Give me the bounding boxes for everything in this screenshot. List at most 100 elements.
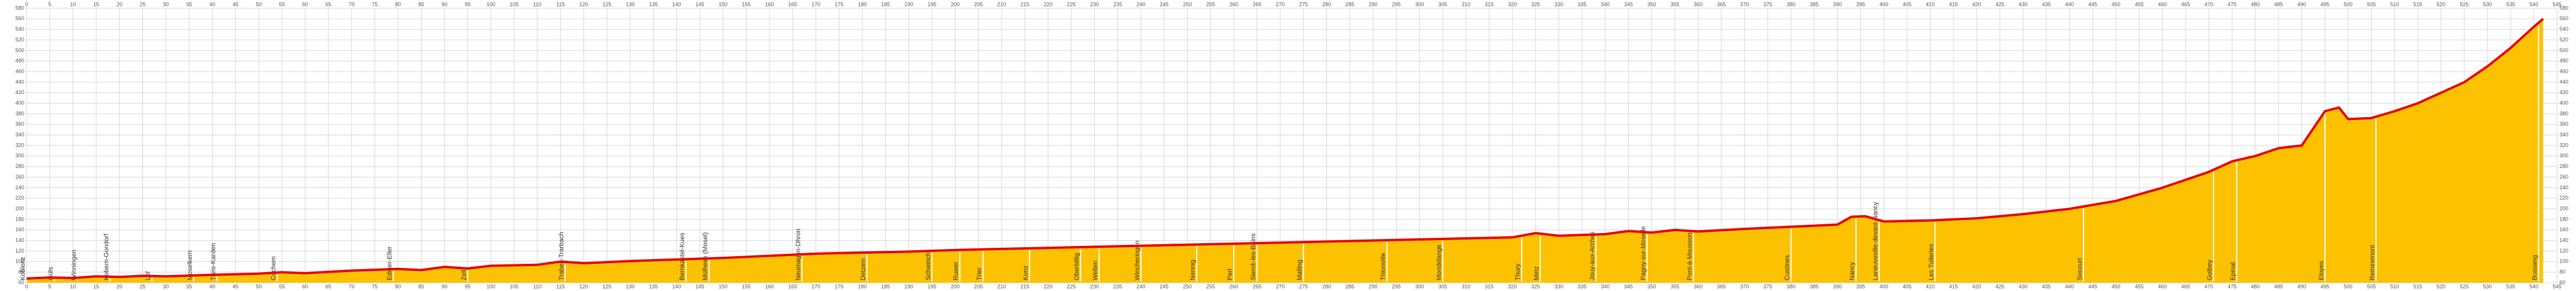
- x-tick-label: 460: [2158, 1, 2167, 7]
- y-tick-label-right: 480: [2559, 58, 2568, 64]
- y-tick-label: 340: [15, 132, 24, 138]
- x-tick-label-bottom: 320: [1508, 283, 1517, 289]
- x-tick-label-bottom: 355: [1671, 283, 1680, 289]
- x-tick-label-bottom: 470: [2205, 283, 2213, 289]
- y-tick-label-right: 500: [2559, 47, 2568, 53]
- x-tick-label: 510: [2390, 1, 2399, 7]
- x-tick-label: 115: [556, 1, 565, 7]
- x-tick-label: 165: [788, 1, 797, 7]
- place-label: Pont-à-Mousson: [1687, 232, 1694, 280]
- x-tick-label: 390: [1833, 1, 1842, 7]
- x-tick-label-bottom: 335: [1577, 283, 1586, 289]
- y-tick-label-right: 360: [2559, 121, 2568, 127]
- place-label: Perl: [1227, 269, 1234, 280]
- x-tick-label-bottom: 145: [696, 283, 705, 289]
- x-tick-label: 135: [649, 1, 658, 7]
- x-tick-label-bottom: 175: [834, 283, 843, 289]
- place-label: Konz: [1022, 266, 1029, 280]
- profile-line: [26, 18, 2544, 280]
- x-tick-label: 395: [1856, 1, 1865, 7]
- x-tick-label: 325: [1531, 1, 1540, 7]
- x-tick-label: 400: [1879, 1, 1888, 7]
- x-tick-label-bottom: 245: [1160, 283, 1169, 289]
- y-tick-label: 400: [15, 100, 24, 106]
- x-tick-label: 245: [1160, 1, 1169, 7]
- y-tick-label: 160: [15, 227, 24, 232]
- x-tick-label-bottom: 255: [1206, 283, 1215, 289]
- x-tick-label: 255: [1206, 1, 1215, 7]
- x-tick-label-bottom: 205: [974, 283, 983, 289]
- place-label: Treis-Karden: [210, 243, 217, 280]
- x-tick-label: 520: [2437, 1, 2445, 7]
- place-label: Oberbillig: [1074, 253, 1081, 280]
- y-tick-label-right: 140: [2559, 237, 2568, 243]
- x-tick-label-bottom: 155: [742, 283, 751, 289]
- x-tick-label-bottom: 350: [1647, 283, 1656, 289]
- x-tick-label-bottom: 225: [1067, 283, 1076, 289]
- x-tick-label-bottom: 60: [302, 283, 308, 289]
- y-tick-label: 380: [15, 111, 24, 117]
- x-tick-label: 415: [1949, 1, 1958, 7]
- x-tick-label: 370: [1740, 1, 1749, 7]
- x-tick-label: 470: [2205, 1, 2213, 7]
- x-tick-label-bottom: 520: [2437, 283, 2445, 289]
- x-tick-label: 130: [626, 1, 635, 7]
- x-tick-label: 210: [997, 1, 1006, 7]
- x-tick-label: 280: [1322, 1, 1331, 7]
- x-tick-label: 380: [1786, 1, 1795, 7]
- x-tick-label-bottom: 330: [1554, 283, 1563, 289]
- x-tick-label-bottom: 185: [881, 283, 890, 289]
- x-tick-label: 355: [1671, 1, 1680, 7]
- y-tick-label: 260: [15, 174, 24, 180]
- x-tick-label-bottom: 525: [2460, 283, 2469, 289]
- x-tick-label-bottom: 30: [163, 283, 169, 289]
- place-label: Wellen: [1092, 261, 1099, 280]
- y-tick-label-right: 440: [2559, 79, 2568, 85]
- x-tick-label: 420: [1972, 1, 1981, 7]
- x-tick-label-bottom: 5: [48, 283, 51, 289]
- x-tick-label: 480: [2251, 1, 2259, 7]
- y-tick-label-right: 460: [2559, 68, 2568, 74]
- y-tick-label-right: 380: [2559, 111, 2568, 117]
- x-tick-label: 70: [348, 1, 354, 7]
- x-tick-label-bottom: 160: [765, 283, 774, 289]
- x-tick-label: 35: [186, 1, 192, 7]
- x-tick-label-bottom: 485: [2274, 283, 2283, 289]
- x-tick-label-bottom: 280: [1322, 283, 1331, 289]
- y-tick-label: 520: [15, 37, 24, 43]
- y-tick-label: 180: [15, 216, 24, 222]
- x-tick-label-bottom: 235: [1113, 283, 1122, 289]
- x-tick-label-bottom: 210: [997, 283, 1006, 289]
- x-tick-label: 200: [951, 1, 960, 7]
- y-tick-label-right: 260: [2559, 174, 2568, 180]
- x-tick-label: 295: [1392, 1, 1401, 7]
- y-tick-label-right: 180: [2559, 216, 2568, 222]
- x-tick-label-bottom: 105: [510, 283, 519, 289]
- x-tick-label: 455: [2135, 1, 2144, 7]
- x-tick-label-bottom: 540: [2529, 283, 2538, 289]
- x-tick-label: 340: [1601, 1, 1610, 7]
- x-tick-label: 305: [1439, 1, 1447, 7]
- place-label: Epinal: [2229, 262, 2236, 280]
- x-tick-label: 175: [834, 1, 843, 7]
- x-tick-label-bottom: 495: [2320, 283, 2329, 289]
- x-tick-label: 410: [1926, 1, 1935, 7]
- x-tick-label-bottom: 315: [1485, 283, 1494, 289]
- x-tick-label-bottom: 270: [1276, 283, 1284, 289]
- x-tick-label-bottom: 435: [2042, 283, 2051, 289]
- place-label: Schweich: [925, 253, 932, 280]
- x-tick-label-bottom: 135: [649, 283, 658, 289]
- x-tick-label: 435: [2042, 1, 2051, 7]
- x-tick-label-bottom: 215: [1020, 283, 1029, 289]
- x-tick-label-bottom: 515: [2414, 283, 2422, 289]
- x-tick-label-bottom: 405: [1903, 283, 1912, 289]
- x-tick-label: 360: [1694, 1, 1703, 7]
- y-tick-label: 500: [15, 47, 24, 53]
- place-label: Socourt: [2076, 258, 2083, 280]
- y-tick-label-right: 100: [2559, 258, 2568, 264]
- x-tick-label: 235: [1113, 1, 1122, 7]
- x-tick-label: 265: [1253, 1, 1261, 7]
- x-tick-label: 10: [70, 1, 76, 7]
- x-tick-label: 25: [140, 1, 146, 7]
- x-tick-label: 330: [1554, 1, 1563, 7]
